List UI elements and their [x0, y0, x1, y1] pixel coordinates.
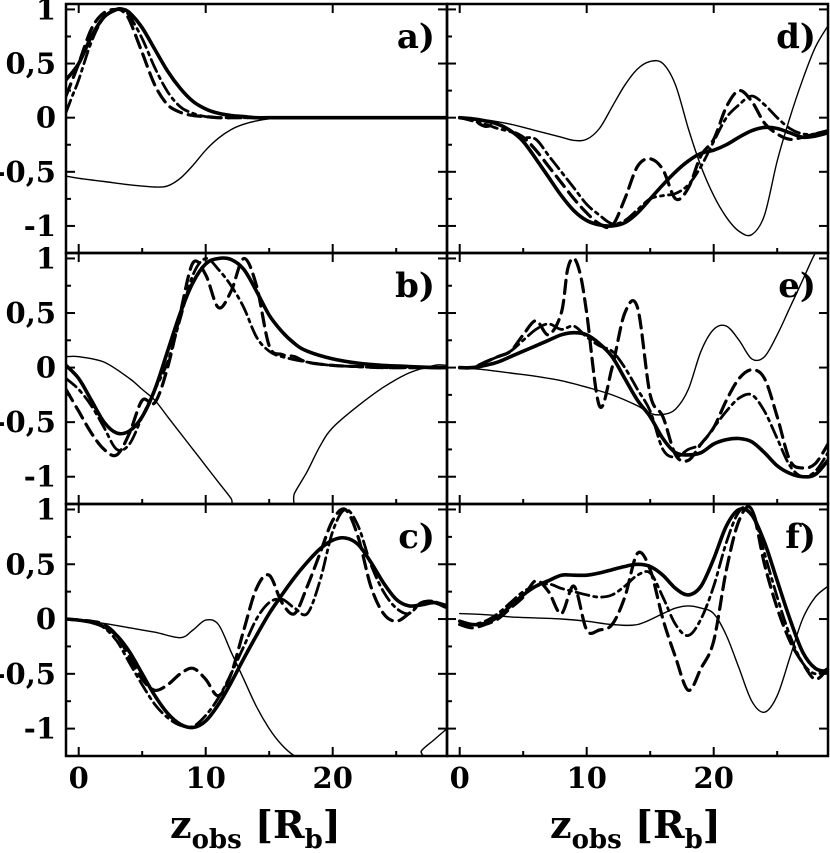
series-group [457, 253, 828, 479]
y-tick-label: 0,5 [6, 296, 56, 330]
series-line-4 [458, 504, 828, 676]
panel-label: f) [785, 517, 816, 557]
x-axis-label-right: zobs [Rb] [550, 802, 721, 853]
y-tick-label: 1 [36, 0, 56, 26]
series-line-3 [458, 88, 828, 230]
series-line-2 [459, 253, 817, 416]
series-line-2 [66, 618, 447, 756]
series-group [66, 256, 447, 504]
series-line-3 [458, 256, 828, 470]
series-line-4 [66, 7, 447, 120]
panels-group: 1 0,5 0 -0,5 -1 a) 1 0,5 0 -0,5 -1 b) 1 0,5 0 -0,5 -1 0 10… [0, 0, 830, 795]
series-line-1 [66, 256, 447, 436]
y-tick-label: 0 [36, 101, 56, 135]
y-tick-label: 0,5 [6, 547, 56, 581]
series-group [66, 6, 447, 188]
series-group [457, 504, 828, 713]
x-label-unit-open: [R [622, 802, 685, 847]
x-axis-label-left: zobs [Rb] [170, 802, 341, 853]
y-tick-label: -0,5 [0, 405, 56, 439]
panel-label: c) [398, 517, 435, 557]
panel-f: 0 10 20 f) [445, 502, 830, 795]
panel-label: a) [397, 17, 435, 57]
series-line-1 [457, 115, 828, 228]
panel-d: d) [445, 2, 830, 255]
x-label-unit-close: ] [323, 802, 341, 847]
panel-label: e) [778, 266, 816, 306]
series-line-2 [459, 25, 828, 237]
panel-frame [64, 502, 449, 758]
x-label-sub: obs [192, 825, 242, 853]
y-tick-label: 0,5 [6, 47, 56, 81]
series-line-3 [66, 256, 447, 458]
x-label-unit-close: ] [703, 802, 721, 847]
panel-a: 1 0,5 0 -0,5 -1 a) [0, 0, 449, 255]
y-tick-label: 1 [36, 241, 56, 275]
series-line-1 [457, 507, 828, 674]
y-tick-label: 0 [36, 602, 56, 636]
series-line-1 [66, 535, 447, 730]
series-line-1 [457, 330, 828, 479]
series-line-3 [66, 507, 447, 698]
x-tick-label: 10 [186, 761, 226, 795]
series-group [457, 25, 828, 237]
x-label-unit-sub: b [685, 825, 703, 853]
series-line-2 [66, 355, 447, 504]
y-tick-label: 0 [36, 351, 56, 385]
x-tick-label: 20 [313, 761, 353, 795]
x-tick-label: 20 [694, 761, 734, 795]
panel-frame [445, 502, 830, 758]
panel-b: 1 0,5 0 -0,5 -1 b) [0, 241, 449, 506]
series-line-2 [66, 116, 447, 188]
series-line-4 [458, 322, 828, 479]
y-tick-label: -1 [24, 712, 56, 746]
x-tick-label: 0 [69, 761, 89, 795]
y-tick-label: -1 [24, 460, 56, 494]
series-line-1 [66, 6, 447, 120]
series-line-2 [459, 585, 828, 713]
x-tick-label: 0 [450, 761, 470, 795]
x-label-main: z [170, 802, 192, 847]
x-label-main: z [550, 802, 572, 847]
panel-frame [445, 251, 830, 506]
panel-label: d) [776, 17, 816, 57]
panel-frame [64, 2, 449, 255]
panel-c: 1 0,5 0 -0,5 -1 0 10 20 c) [0, 492, 449, 795]
panel-e: e) [445, 251, 830, 506]
y-tick-label: -0,5 [0, 657, 56, 691]
x-label-sub: obs [572, 825, 622, 853]
series-group [66, 507, 447, 756]
series-line-3 [66, 7, 447, 120]
x-label-unit-open: [R [242, 802, 305, 847]
y-tick-label: -1 [24, 209, 56, 243]
y-tick-label: -0,5 [0, 155, 56, 189]
x-label-unit-sub: b [305, 825, 323, 853]
series-line-3 [458, 505, 828, 692]
series-line-4 [66, 508, 447, 729]
x-tick-label: 10 [567, 761, 607, 795]
panel-label: b) [395, 266, 435, 306]
series-line-4 [66, 257, 447, 452]
y-tick-label: 1 [36, 492, 56, 526]
